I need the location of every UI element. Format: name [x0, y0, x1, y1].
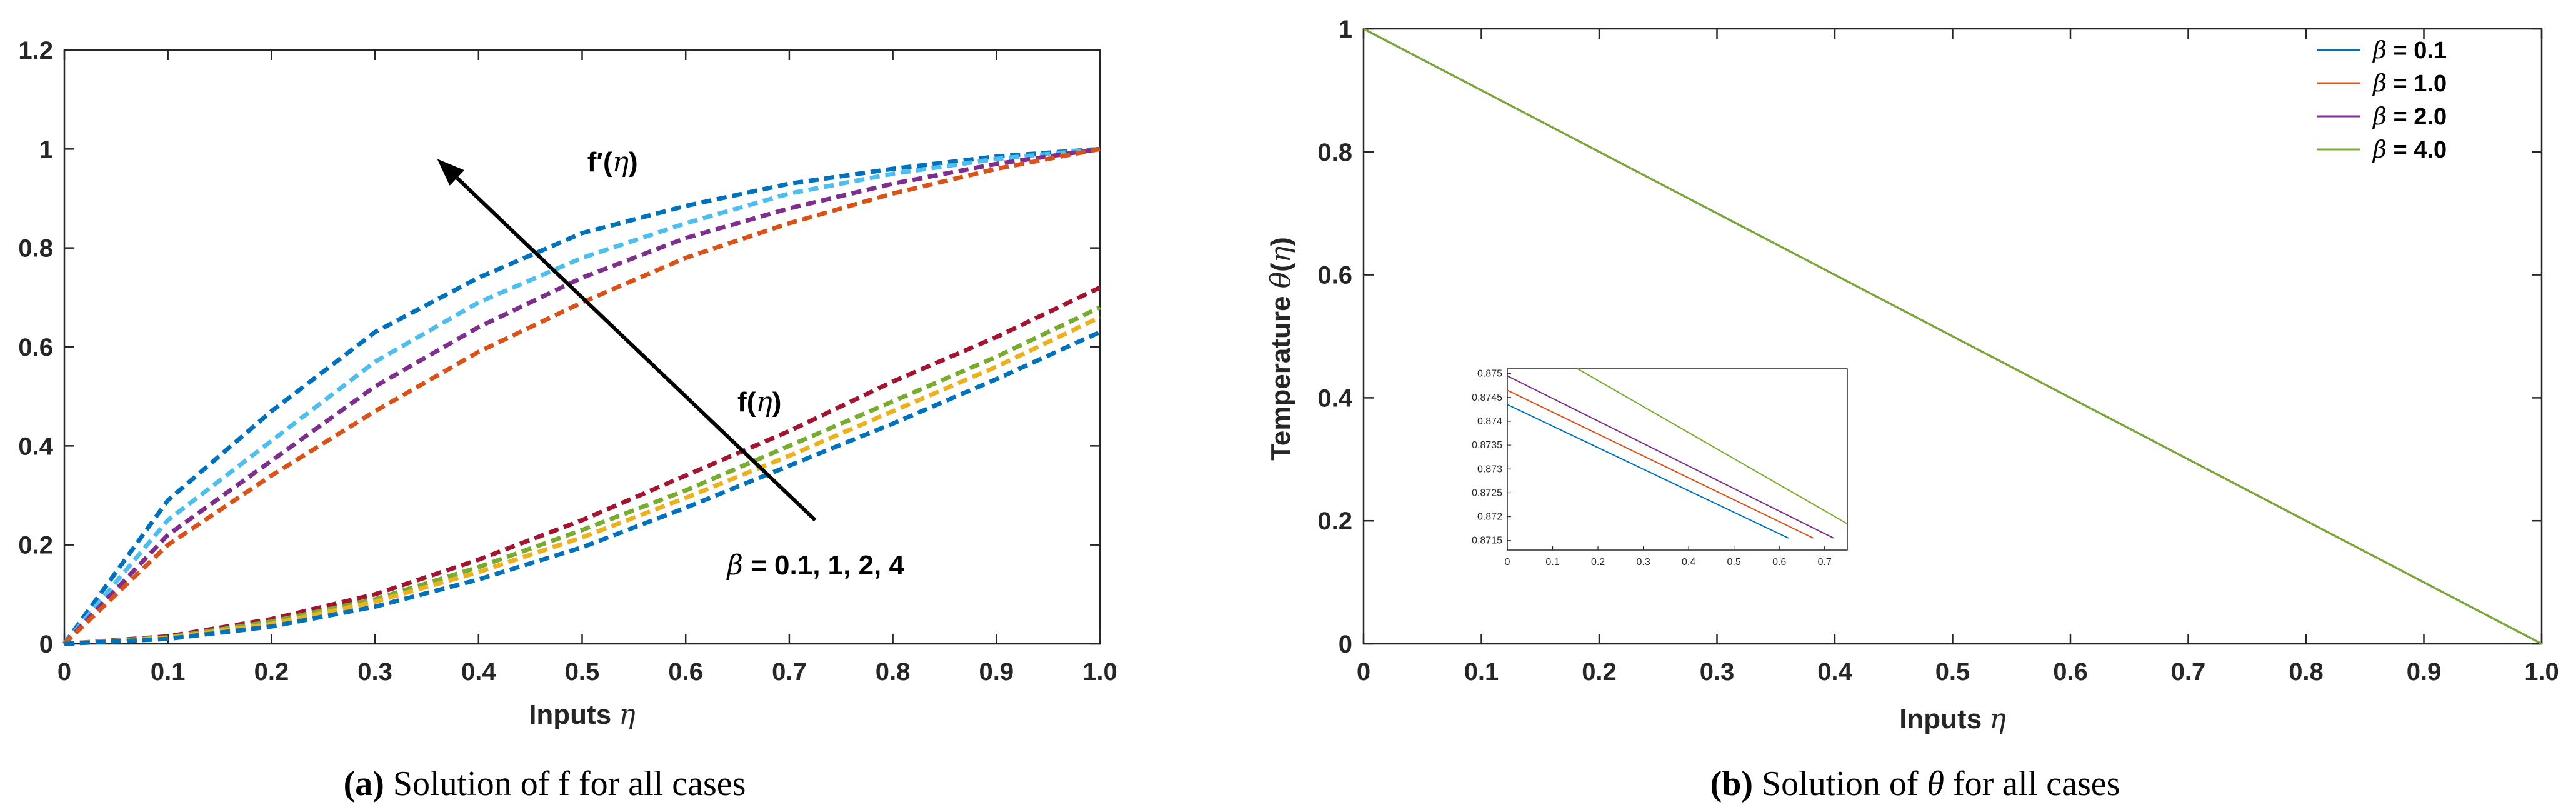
x-tick-label: 0.3 [1700, 658, 1735, 686]
inset-y-tick-label: 0.872 [1477, 512, 1502, 523]
inset-x-tick-label: 0.6 [1772, 557, 1786, 568]
x-tick-label: 0.6 [668, 658, 703, 686]
x-tick-label: 0.1 [151, 658, 186, 686]
y-tick-label: 1.2 [18, 37, 53, 64]
inset-y-tick-label: 0.875 [1477, 369, 1502, 379]
figure-caption: (b) Solution of θ for all cases [1710, 764, 2120, 803]
x-tick-label: 0.2 [1582, 658, 1617, 686]
plot-area [63, 49, 1101, 645]
y-tick-label: 1 [1339, 16, 1352, 43]
theta-series-line [1363, 28, 2542, 645]
y-axis-label: Temperature θ(η) [1265, 237, 1297, 461]
x-axis-label: Inputs η [529, 699, 636, 731]
x-tick-label: 0 [1357, 658, 1370, 686]
inset-y-tick-label: 0.8715 [1472, 536, 1502, 546]
inset-y-tick-label: 0.874 [1477, 416, 1502, 427]
x-tick-label: 0.5 [565, 658, 600, 686]
inset-y-tick-label: 0.8725 [1472, 488, 1502, 498]
y-tick-label: 0.4 [1317, 384, 1352, 412]
inset-series-line [1507, 375, 1834, 539]
beta-annotation: β = 0.1, 1, 2, 4 [726, 549, 904, 581]
f-prime-series-line [62, 146, 1101, 646]
x-tick-label: 0.2 [254, 658, 289, 686]
x-tick-label: 0.4 [1817, 658, 1852, 686]
x-tick-label: 0.9 [2407, 658, 2442, 686]
legend-entry: β = 4.0 [2372, 136, 2447, 163]
x-axis-label: Inputs η [1899, 703, 2006, 735]
x-tick-label: 1.0 [2524, 658, 2559, 686]
legend-entry: β = 0.1 [2372, 36, 2447, 64]
f-prime-annotation: f′(η) [587, 146, 638, 178]
x-tick-label: 0.6 [2053, 658, 2088, 686]
inset-series-line [1507, 404, 1789, 539]
f-prime-series-line [62, 146, 1101, 646]
inset-zoom: 0 0.1 0.2 0.3 0.4 0.5 0.6 0.7 0.8715 0.872 0.8725 0… [1472, 368, 1848, 568]
inset-y-tick-label: 0.8745 [1472, 393, 1502, 403]
f-series-line [64, 330, 1101, 646]
y-tick-label: 0.2 [1317, 508, 1352, 535]
inset-series-line [1577, 368, 1848, 524]
inset-x-tick-label: 0.2 [1591, 557, 1605, 568]
inset-series-line [1507, 389, 1814, 539]
panel-b-chart: 0 0.1 0.2 0.3 0.4 0.5 0.6 0.7 0.8 0.9 1.0 0 0.2 0.4 0.… [1265, 16, 2559, 803]
y-tick-label: 0.2 [18, 532, 53, 559]
inset-plot-area [1507, 368, 1848, 551]
inset-x-tick-label: 0.7 [1818, 557, 1832, 568]
y-tick-label: 0 [39, 631, 53, 658]
inset-x-tick-label: 0.3 [1636, 557, 1650, 568]
f-prime-series-line [62, 146, 1101, 646]
panel-a-chart: 0 0.1 0.2 0.3 0.4 0.5 0.6 0.7 0.8 0.9 1.0 0 0.2 0.4 0.… [18, 37, 1117, 803]
y-tick-label: 0.6 [1317, 262, 1352, 289]
x-tick-label: 0.3 [357, 658, 392, 686]
y-tick-label: 0.8 [18, 235, 53, 263]
figure-caption: (a) Solution of f for all cases [344, 764, 746, 803]
x-tick-label: 0.9 [979, 658, 1014, 686]
x-tick-label: 0.4 [461, 658, 496, 686]
x-tick-label: 0.8 [2289, 658, 2324, 686]
y-tick-label: 0 [1339, 631, 1352, 658]
trend-arrow-head [437, 159, 465, 186]
x-tick-label: 1.0 [1082, 658, 1117, 686]
y-tick-label: 0.6 [18, 334, 53, 361]
inset-x-tick-label: 0 [1505, 557, 1510, 568]
legend-entry: β = 2.0 [2372, 103, 2447, 130]
inset-y-tick-label: 0.873 [1477, 464, 1502, 474]
x-tick-label: 0.5 [1935, 658, 1970, 686]
x-tick-label: 0.8 [876, 658, 911, 686]
y-tick-label: 0.8 [1317, 139, 1352, 166]
inset-x-tick-label: 0.5 [1727, 557, 1741, 568]
x-tick-label: 0 [57, 658, 71, 686]
inset-x-tick-label: 0.1 [1545, 557, 1559, 568]
f-annotation: f(η) [737, 386, 781, 418]
y-tick-label: 1 [39, 136, 53, 163]
legend-entry: β = 1.0 [2372, 69, 2447, 97]
x-tick-label: 0.1 [1464, 658, 1499, 686]
legend: β = 0.1 β = 1.0 β = 2.0 β = 4.0 [2317, 36, 2447, 163]
inset-x-tick-label: 0.4 [1682, 557, 1695, 568]
x-tick-label: 0.7 [2171, 658, 2206, 686]
inset-y-tick-label: 0.8735 [1472, 440, 1502, 451]
x-tick-label: 0.7 [772, 658, 807, 686]
y-tick-label: 0.4 [18, 433, 53, 460]
trend-arrow-shaft [456, 176, 817, 522]
